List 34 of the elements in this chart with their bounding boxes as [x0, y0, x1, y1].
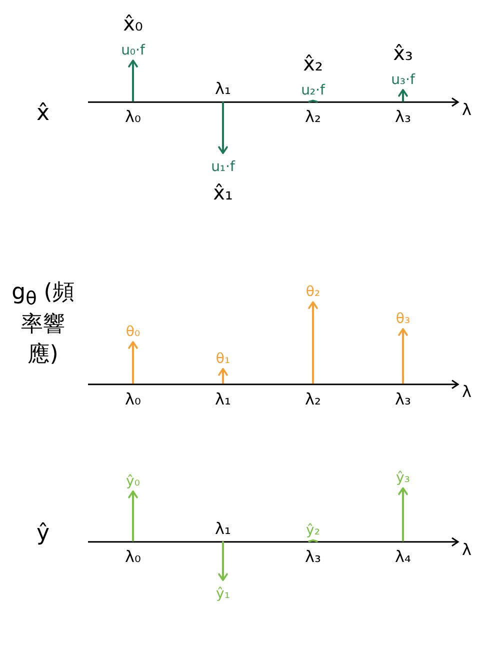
annotation: θ₁ — [216, 350, 230, 367]
annotation: u₁·f — [211, 159, 236, 176]
x-axis-title: λ — [462, 382, 472, 402]
annotation: ŷ₀ — [126, 473, 140, 490]
x-tick-label: λ₀ — [125, 107, 141, 126]
annotation: x̂₂ — [303, 52, 323, 76]
x-tick-label: λ₃ — [395, 389, 411, 408]
x-tick-label: λ₃ — [305, 546, 321, 566]
annotation: ŷ₃ — [396, 470, 410, 486]
annotation: ŷ₁ — [216, 586, 230, 602]
x-axis-title: λ — [462, 100, 472, 120]
x-tick-label: λ₁ — [215, 518, 231, 538]
x-tick-label: λ₀ — [125, 389, 141, 408]
annotation: u₀·f — [121, 42, 146, 59]
annotation: x̂₃ — [393, 40, 413, 65]
x-axis-title: λ — [462, 540, 472, 559]
x-tick-label: λ₄ — [395, 546, 411, 566]
annotation: θ₃ — [396, 311, 410, 328]
annotation: x̂₀ — [123, 12, 143, 36]
y-axis-title: g$_{θ}$ (頻率響應) — [10, 278, 76, 370]
x-tick-label: λ₂ — [305, 389, 321, 408]
x-tick-label: λ₁ — [215, 389, 231, 408]
annotation: x̂₁ — [213, 180, 233, 204]
y-axis-title: x̂ — [35, 100, 51, 126]
y-axis-title: ŷ — [35, 520, 51, 546]
annotation: θ₀ — [126, 324, 140, 340]
x-tick-label: λ₃ — [395, 107, 411, 126]
x-tick-label: λ₁ — [215, 79, 231, 98]
annotation: ŷ₂ — [306, 522, 320, 538]
annotation: θ₂ — [306, 284, 320, 300]
annotation: u₃·f — [391, 72, 416, 88]
x-tick-label: λ₀ — [125, 546, 141, 566]
annotation: u₂·f — [301, 82, 326, 99]
x-tick-label: λ₂ — [305, 107, 321, 126]
